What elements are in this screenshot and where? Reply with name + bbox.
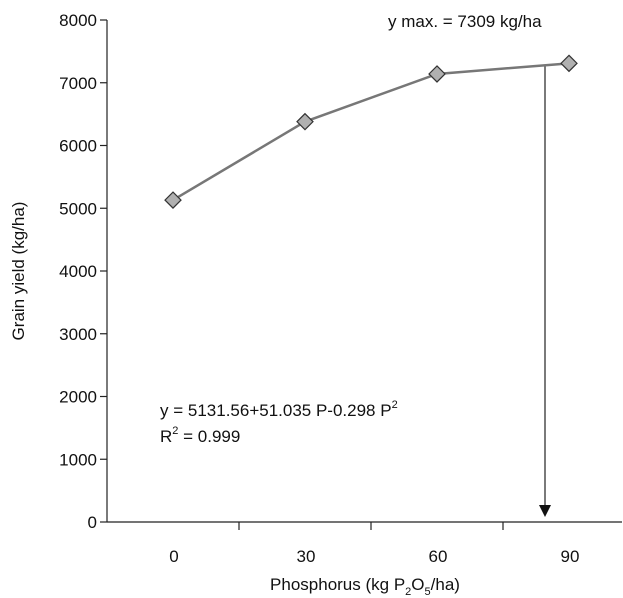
equation: y = 5131.56+51.035 P-0.298 P2 (160, 399, 398, 420)
data-line (172, 62, 570, 202)
equation-exponent: 2 (392, 399, 398, 411)
x-label-part: Phosphorus (kg P (270, 575, 405, 594)
data-point (428, 65, 446, 83)
r-squared: R2 = 0.999 (160, 425, 240, 446)
x-tick-label: 90 (561, 547, 580, 566)
x-tick-label: 60 (429, 547, 448, 566)
data-point (296, 112, 314, 131)
x-tick-label: 30 (297, 547, 316, 566)
r-squared-r: R (160, 427, 172, 446)
x-label-part: O (411, 575, 424, 594)
ymax-annotation: y max. = 7309 kg/ha (388, 12, 542, 31)
y-axis-label: Grain yield (kg/ha) (9, 202, 28, 341)
r-squared-exponent: 2 (172, 425, 178, 437)
x-label-subscript: 5 (425, 586, 431, 598)
x-label-subscript: 2 (405, 586, 411, 598)
y-tick-label: 2000 (59, 388, 97, 407)
y-tick-label: 7000 (59, 74, 97, 93)
optimum-arrowhead (539, 505, 551, 517)
data-point (560, 54, 578, 73)
x-axis-label: Phosphorus (kg P2O5/ha) (270, 575, 460, 598)
x-label-part: /ha) (431, 575, 460, 594)
y-tick-label: 3000 (59, 325, 97, 344)
y-tick-label: 8000 (59, 11, 97, 30)
y-tick-label: 5000 (59, 199, 97, 218)
y-tick-label: 4000 (59, 262, 97, 281)
y-tick-label: 0 (88, 513, 97, 532)
x-tick-label: 0 (169, 547, 178, 566)
data-point (164, 191, 182, 209)
y-tick-label: 1000 (59, 450, 97, 469)
r-squared-value: = 0.999 (178, 427, 240, 446)
y-tick-label: 6000 (59, 137, 97, 156)
equation-text: y = 5131.56+51.035 P-0.298 P (160, 401, 392, 420)
